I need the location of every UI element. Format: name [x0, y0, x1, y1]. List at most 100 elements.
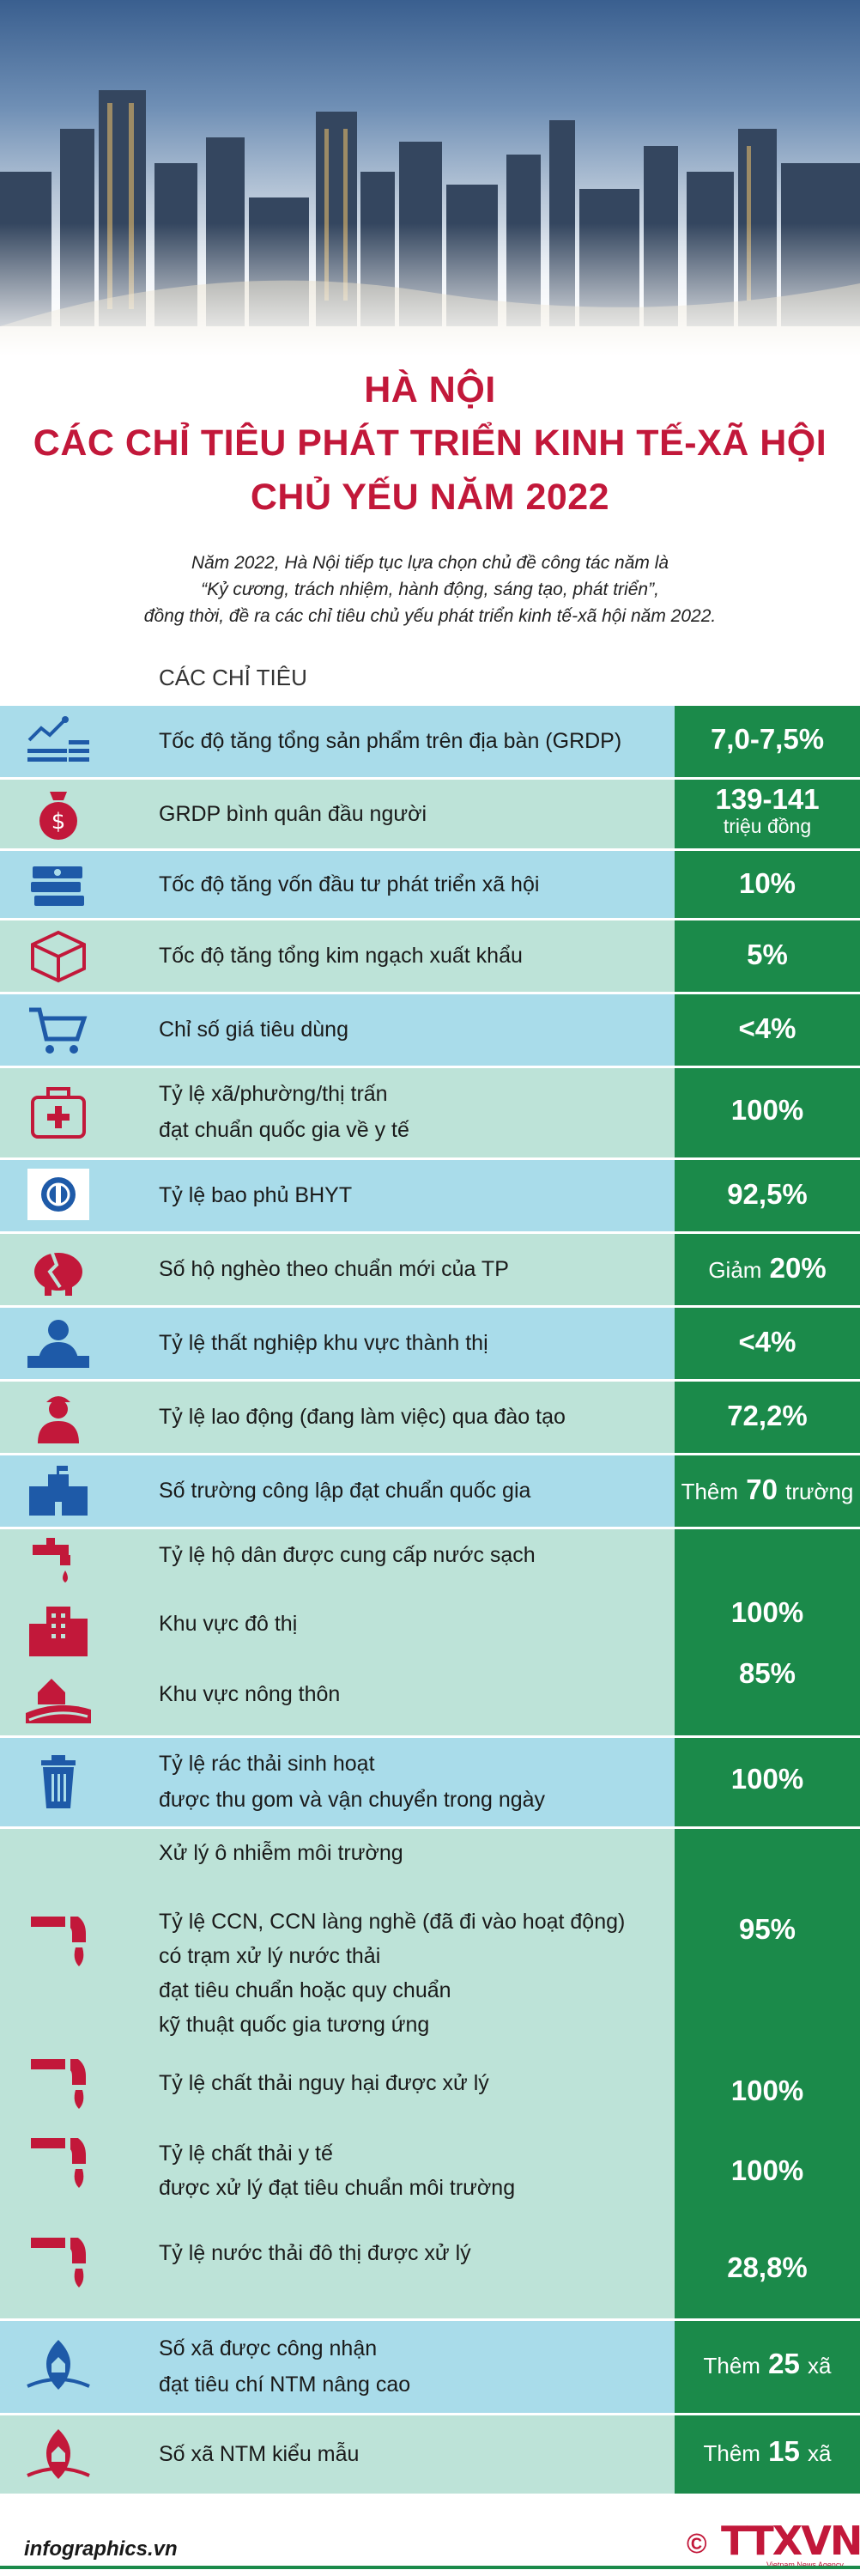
indicator-label-line1: Tỷ lệ chất thải y tế [159, 2142, 333, 2166]
divider [0, 1379, 860, 1382]
indicator-label-line3: đạt tiêu chuẩn hoặc quy chuẩn [159, 1978, 451, 2002]
indicator-value: 95% [738, 1913, 796, 1945]
chart-up-icon [27, 716, 89, 762]
indicator-value: 28,8% [727, 2251, 808, 2283]
indicator-value: Thêm 25 xã [675, 2348, 860, 2380]
indicator-value: 100% [730, 1763, 804, 1795]
indicator-label: Tốc độ tăng tổng kim ngạch xuất khẩu [159, 944, 523, 968]
indicator-row: $ GRDP bình quân đầu người [0, 780, 675, 848]
rural-house-icon [26, 1679, 91, 1723]
indicator-value: 139-141 triệu đồng [675, 783, 860, 836]
indicator-row: Tỷ lệ xã/phường/thị trấn đạt chuẩn quốc … [0, 1068, 675, 1157]
indicator-value-prefix: Giảm [708, 1257, 762, 1283]
indicator-group-water: Tỷ lệ hộ dân được cung cấp nước sạch Khu… [0, 1529, 675, 1735]
page-title-line1: HÀ NỘI [364, 369, 496, 410]
indicator-label: Tỷ lệ chất thải nguy hại được xử lý [159, 2071, 489, 2095]
indicator-label: Khu vực nông thôn [159, 1682, 341, 1706]
rural-commune-icon [27, 2340, 90, 2390]
section-heading: CÁC CHỈ TIÊU [159, 665, 307, 690]
indicator-label: Số xã NTM kiểu mẫu [159, 2442, 360, 2466]
footer-site-link[interactable]: infographics.vn [24, 2537, 178, 2561]
divider [0, 848, 860, 851]
copyright-icon: © [687, 2528, 707, 2559]
indicator-value-prefix: Thêm [681, 1479, 739, 1504]
indicator-row: Tốc độ tăng tổng sản phẩm trên địa bàn (… [0, 706, 675, 777]
waste-pipe-icon [31, 1917, 86, 1966]
waste-pipe-icon [31, 2059, 86, 2109]
waste-pipe-icon [31, 2238, 86, 2287]
divider [0, 1453, 860, 1455]
indicator-label-line1: Tỷ lệ rác thải sinh hoạt [159, 1752, 375, 1776]
indicator-row: Số xã NTM kiểu mẫu [0, 2415, 675, 2494]
divider [0, 1231, 860, 1234]
indicator-value-prefix: Thêm [703, 2440, 760, 2466]
footer: infographics.vn © TTXVN Vietnam News Age… [0, 2494, 860, 2576]
divider [0, 1826, 860, 1829]
indicator-label: Tỷ lệ nước thải đô thị được xử lý [159, 2241, 471, 2265]
indicator-value-number: 70 [746, 1473, 778, 1505]
water-tap-icon [33, 1538, 70, 1583]
broken-piggy-icon [34, 1250, 82, 1296]
indicator-value: 100% [730, 2154, 804, 2186]
indicator-label: GRDP bình quân đầu người [159, 802, 427, 826]
divider [0, 1157, 860, 1160]
indicator-label: Số hộ nghèo theo chuẩn mới của TP [159, 1257, 509, 1281]
indicator-label-line4: kỹ thuật quốc gia tương ứng [159, 2013, 430, 2037]
city-buildings-icon [29, 1607, 88, 1656]
indicator-row: Số hộ nghèo theo chuẩn mới của TP [0, 1234, 675, 1305]
indicator-value: 72,2% [727, 1400, 808, 1431]
indicator-value: Thêm 15 xã [675, 2435, 860, 2468]
indicator-value-suffix: xã [808, 2440, 832, 2466]
indicator-value-prefix: Thêm [703, 2353, 760, 2379]
school-icon [29, 1466, 88, 1516]
indicator-label-line1: Số xã được công nhận [159, 2336, 378, 2360]
divider [0, 992, 860, 994]
indicator-label: Chỉ số giá tiêu dùng [159, 1018, 348, 1042]
indicator-value-number: 20% [769, 1252, 827, 1284]
divider [0, 918, 860, 920]
cart-icon [29, 1007, 88, 1054]
box-icon [31, 930, 86, 983]
divider [0, 1527, 860, 1529]
indicator-row: Chỉ số giá tiêu dùng [0, 994, 675, 1066]
model-commune-icon [27, 2429, 90, 2479]
indicator-label: Tốc độ tăng tổng sản phẩm trên địa bàn (… [159, 729, 622, 753]
indicator-value: Giảm 20% [675, 1252, 860, 1285]
divider [0, 2318, 860, 2321]
divider [0, 2413, 860, 2415]
indicator-value-suffix: xã [808, 2353, 832, 2379]
indicator-row: Số xã được công nhận đạt tiêu chí NTM nâ… [0, 2321, 675, 2413]
indicator-label-line2: được xử lý đạt tiêu chuẩn môi trường [159, 2176, 516, 2200]
trash-bin-icon [41, 1755, 76, 1808]
indicator-value: <4% [738, 1326, 796, 1358]
indicator-row: Tỷ lệ rác thải sinh hoạt được thu gom và… [0, 1738, 675, 1826]
indicator-label: Khu vực đô thị [159, 1612, 298, 1636]
indicator-row: Tỷ lệ bao phủ BHYT [0, 1160, 675, 1231]
indicator-value-unit: triệu đồng [723, 815, 812, 837]
indicator-value-number: 139-141 [715, 783, 820, 815]
indicator-value: 7,0-7,5% [710, 723, 825, 755]
indicator-label-line2: có trạm xử lý nước thải [159, 1944, 381, 1968]
indicator-label-line2: được thu gom và vận chuyển trong ngày [159, 1788, 546, 1812]
indicator-label-line1: Tỷ lệ CCN, CCN làng nghề (đã đi vào hoạt… [159, 1910, 626, 1934]
svg-text:$: $ [51, 809, 66, 835]
ttxvn-logo-subtext: Vietnam News Agency [766, 2561, 844, 2569]
divider [0, 1735, 860, 1738]
indicator-row: Tốc độ tăng vốn đầu tư phát triển xã hội [0, 851, 675, 918]
indicator-row: Tỷ lệ thất nghiệp khu vực thành thị [0, 1308, 675, 1379]
indicator-value: 85% [738, 1657, 796, 1689]
health-insurance-icon [27, 1169, 89, 1220]
indicator-value: 100% [730, 2075, 804, 2106]
indicator-label: Tỷ lệ lao động (đang làm việc) qua đào t… [159, 1405, 566, 1429]
page-title-line3: CHỦ YẾU NĂM 2022 [250, 477, 610, 518]
indicator-row: Số trường công lập đạt chuẩn quốc gia [0, 1455, 675, 1527]
indicator-value-number: 25 [768, 2348, 800, 2379]
worker-icon [38, 1396, 79, 1443]
divider [0, 777, 860, 780]
indicator-value-number: 15 [768, 2435, 800, 2467]
indicator-label-line2: đạt chuẩn quốc gia về y tế [159, 1118, 409, 1142]
indicator-row: Tỷ lệ lao động (đang làm việc) qua đào t… [0, 1382, 675, 1453]
indicator-row: Tốc độ tăng tổng kim ngạch xuất khẩu [0, 920, 675, 992]
divider [0, 1305, 860, 1308]
indicator-label-line1: Tỷ lệ xã/phường/thị trấn [159, 1082, 388, 1106]
